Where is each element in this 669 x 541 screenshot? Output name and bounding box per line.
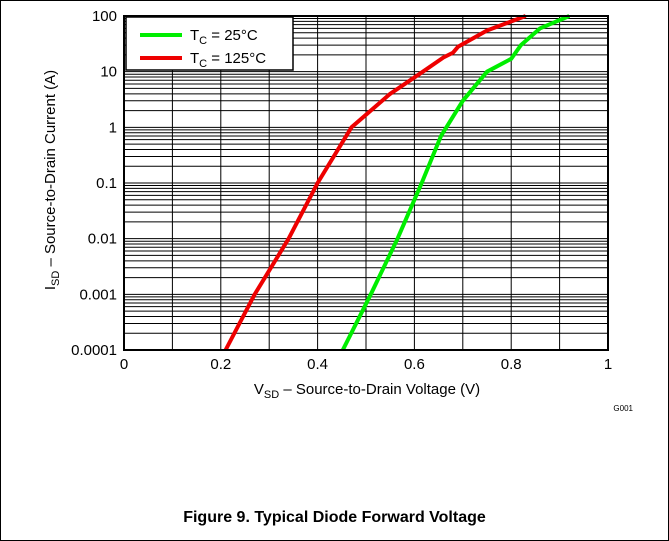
legend-25c-rest: = 25°C bbox=[207, 27, 258, 44]
plot-area-frame bbox=[123, 15, 609, 351]
grid-layer bbox=[124, 16, 608, 350]
x-axis-label-rest: – Source-to-Drain Voltage (V) bbox=[279, 381, 480, 398]
y-axis-label-sub: SD bbox=[50, 271, 62, 286]
tick-labels: 0 0.2 0.4 0.6 0.8 1 0.0001 0.001 0.01 0.1 1 10 100 bbox=[71, 8, 612, 373]
x-tick-label: 1 bbox=[604, 356, 612, 373]
figure-id: G001 bbox=[613, 404, 633, 413]
x-axis-label: VSD – Source-to-Drain Voltage (V) bbox=[254, 381, 480, 401]
y-tick-label: 10 bbox=[100, 64, 117, 81]
diode-forward-voltage-chart: 0 0.2 0.4 0.6 0.8 1 0.0001 0.001 0.01 0.1 1 10 100 I… bbox=[42, 8, 634, 413]
legend-125c-sub: C bbox=[199, 58, 207, 70]
legend: TC = 25°C TC = 125°C bbox=[125, 16, 294, 71]
legend-125c-rest: = 125°C bbox=[207, 50, 266, 67]
x-axis-label-sub: SD bbox=[264, 389, 279, 401]
y-tick-label: 0.1 bbox=[96, 175, 117, 192]
series-line-25c bbox=[341, 14, 571, 351]
figure-caption: Figure 9. Typical Diode Forward Voltage bbox=[183, 509, 486, 526]
legend-25c-main: T bbox=[190, 27, 199, 44]
legend-125c-main: T bbox=[190, 50, 199, 67]
x-tick-label: 0.4 bbox=[307, 356, 328, 373]
x-tick-label: 0.2 bbox=[210, 356, 231, 373]
y-axis-label: ISD – Source-to-Drain Current (A) bbox=[42, 70, 62, 290]
y-tick-label: 1 bbox=[109, 119, 117, 136]
y-tick-label: 0.01 bbox=[88, 231, 117, 248]
y-tick-label: 0.0001 bbox=[71, 342, 117, 359]
y-axis-label-rest: – Source-to-Drain Current (A) bbox=[42, 70, 59, 271]
x-tick-label: 0.8 bbox=[501, 356, 522, 373]
y-tick-label: 0.001 bbox=[79, 286, 117, 303]
x-axis-label-main: V bbox=[254, 381, 264, 398]
series-layer bbox=[223, 14, 571, 351]
legend-label-25c: TC = 25°C bbox=[190, 27, 258, 47]
x-tick-label: 0.6 bbox=[404, 356, 425, 373]
legend-box bbox=[125, 16, 294, 71]
legend-label-125c: TC = 125°C bbox=[190, 50, 266, 70]
legend-25c-sub: C bbox=[199, 35, 207, 47]
x-tick-label: 0 bbox=[120, 356, 128, 373]
y-axis-label-main: I bbox=[42, 286, 59, 290]
y-tick-label: 100 bbox=[92, 8, 117, 25]
series-line-125c bbox=[223, 14, 527, 351]
